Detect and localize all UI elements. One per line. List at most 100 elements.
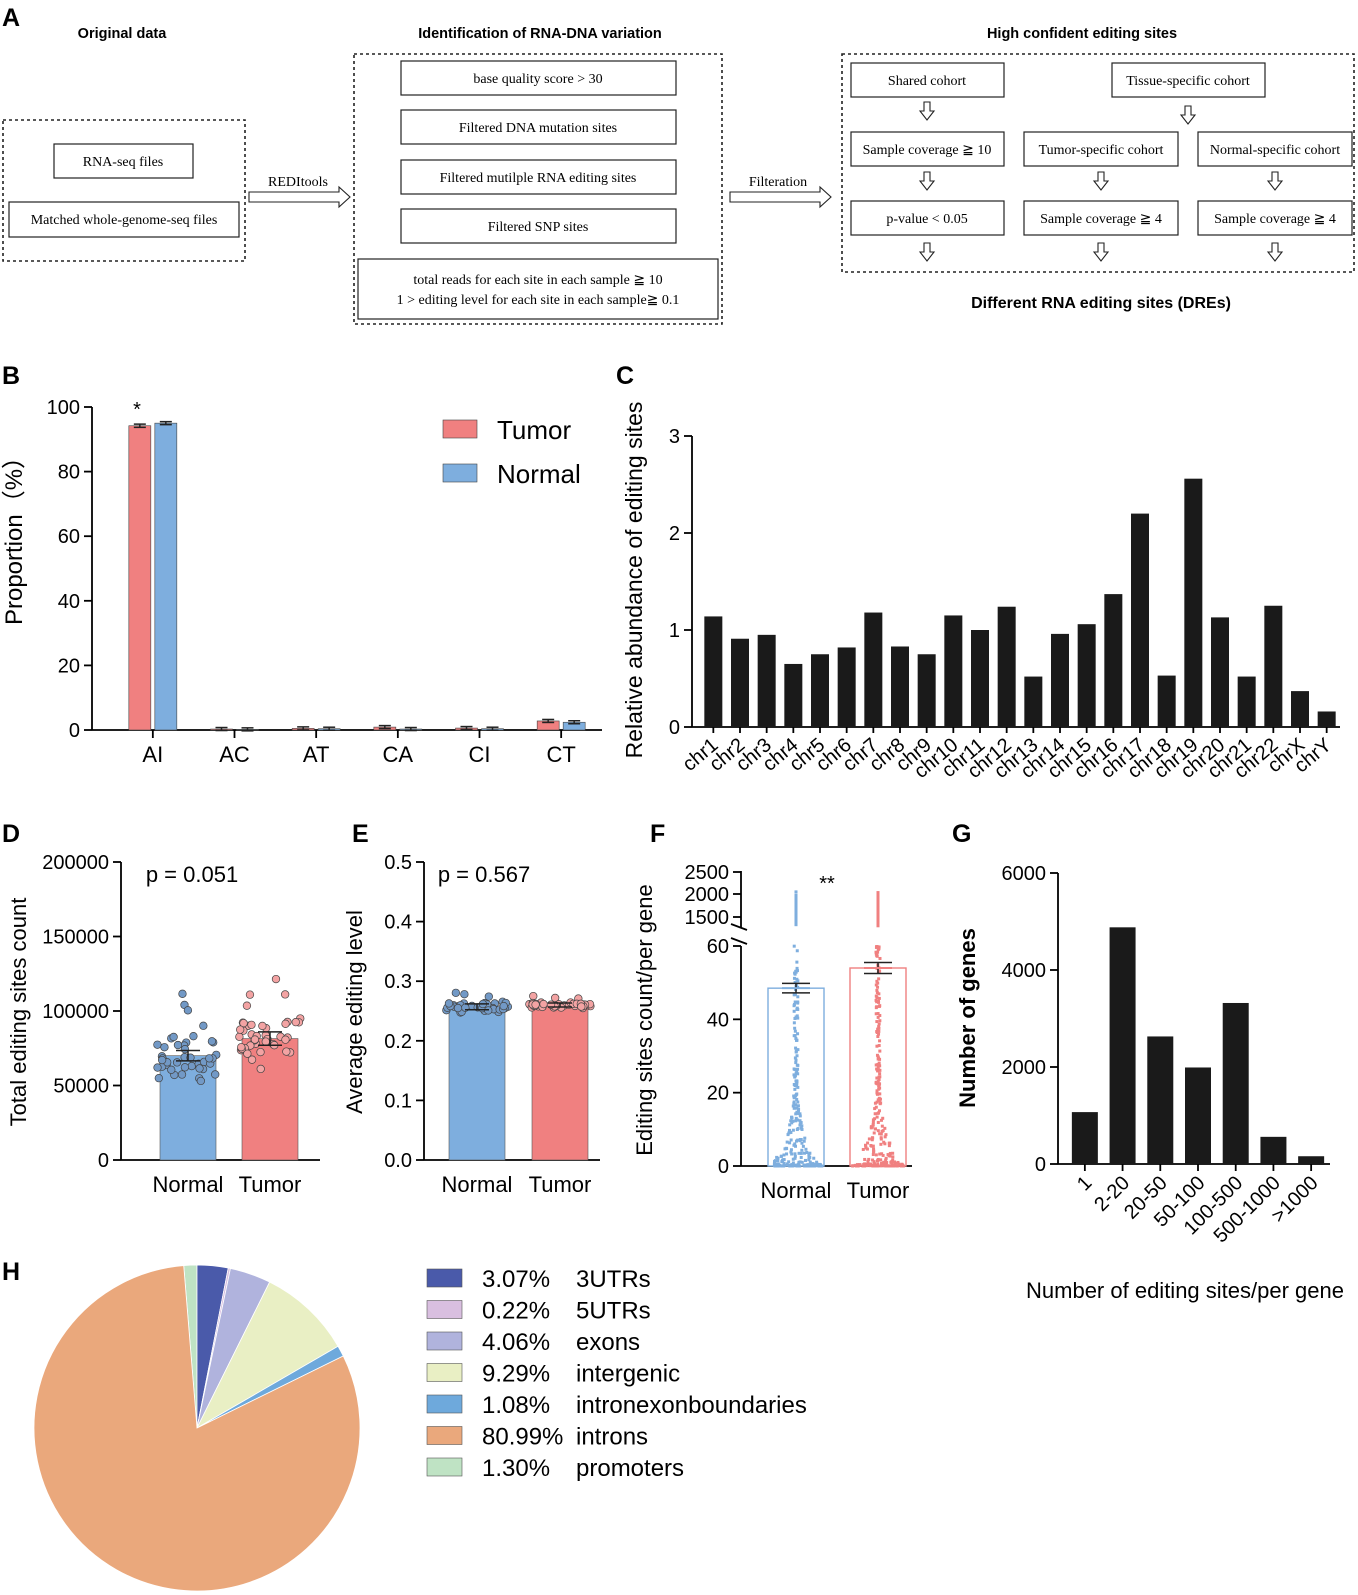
data-point [789,1150,793,1154]
chart-h: 3.07% 3UTRs 0.22% 5UTRs 4.06% exons 9.29% inter… [33,1264,807,1592]
bar-chr12 [997,606,1016,727]
data-point [794,919,798,923]
data-point [901,1163,905,1167]
data-point [806,1163,810,1167]
bar-1 [1071,1112,1098,1164]
data-point [796,1085,800,1089]
data-point [876,923,880,927]
y-tick-label: 20 [58,655,80,677]
data-point [539,999,548,1009]
bar-chr11 [971,630,989,727]
data-point [787,1131,791,1135]
data-point [780,1159,784,1163]
data-point [796,1110,800,1114]
data-point [865,1147,869,1151]
tumor-cohort-text: Tumor-specific cohort [1039,143,1164,158]
data-point [250,1035,260,1044]
data-point [794,911,798,915]
data-point [792,1101,796,1105]
data-point [802,1139,806,1143]
data-point [878,1072,882,1076]
data-point [877,977,881,981]
data-point [877,1029,881,1033]
data-point [792,1143,796,1147]
data-point [879,1101,883,1105]
legend-swatch-promoters [426,1457,463,1477]
data-point [884,1156,888,1160]
down-arrow-icon [918,171,936,191]
data-point [875,1044,879,1048]
data-point [873,1101,877,1105]
data-point [795,949,799,953]
y-tick-label: 1500 [685,907,730,929]
rna-seq-box [53,143,194,179]
data-point [879,1142,883,1146]
data-point [888,1151,892,1155]
ident-box-4 [400,208,677,244]
data-point [807,1153,811,1157]
data-point [877,1026,881,1030]
down-arrow-icon [1179,105,1197,125]
ident-box-5 [357,258,719,320]
x-tick-label: Normal [442,1172,513,1197]
bar->1000 [1298,1156,1325,1164]
data-point [789,1164,793,1168]
y-tick-label: 0 [1035,1154,1046,1176]
data-point [787,1163,791,1167]
data-point [782,1161,786,1165]
ident-text-1: base quality score > 30 [473,72,602,87]
data-point [792,1009,796,1013]
tumor-cohort-box [1023,131,1179,167]
data-point [796,1100,800,1104]
data-point [783,1147,787,1151]
data-point [793,1067,797,1071]
data-point [207,1037,217,1046]
x-axis-title: Number of editing sites/per gene [1026,1278,1344,1303]
data-point [776,1159,780,1163]
x-tick-label: CA [383,742,414,767]
data-point [794,1093,798,1097]
data-point [867,1157,871,1161]
y-tick-label: 0.5 [384,852,412,874]
data-point [884,1158,888,1162]
data-point [177,1070,187,1079]
data-point [236,1025,245,1034]
data-point [808,1151,812,1155]
data-point [809,1163,813,1167]
x-tick-label: Tumor [847,1178,910,1203]
data-point [896,1160,900,1164]
y-tick-label: 60 [58,526,80,548]
data-point [877,996,881,1000]
axis-break-mark [730,923,748,931]
bar-chr18 [1157,675,1176,727]
data-point [876,1079,880,1083]
y-axis-title: Proportion（%） [1,445,28,625]
data-point [800,1148,804,1152]
legend-pct: 3.07% [482,1266,550,1293]
data-point [787,1160,791,1164]
ident-text-5b: 1 > editing level for each site in each … [397,293,680,308]
legend-label: Normal [497,459,581,489]
data-point [789,1119,793,1123]
data-point [281,990,290,999]
data-point [887,1164,891,1168]
y-tick-label: 20 [707,1083,729,1105]
data-point [851,1164,855,1168]
bar-chr9 [917,654,936,727]
data-point [793,980,797,984]
data-point [795,1054,799,1058]
data-point [875,1030,879,1034]
data-point [891,1158,895,1162]
data-point [800,1141,804,1145]
data-point [794,1103,798,1107]
data-point [872,1147,876,1151]
ident-text-3: Filtered mutilple RNA editing sites [440,171,637,186]
shared-p-box [850,200,1005,236]
data-point [791,1104,795,1108]
y-axis-title: Total editing sites count [6,898,31,1127]
legend-swatch-5UTRs [426,1300,463,1319]
data-point [884,1162,888,1166]
data-point [798,1160,802,1164]
bar-500-1000 [1260,1136,1287,1164]
filteration-label: Filteration [749,175,807,190]
